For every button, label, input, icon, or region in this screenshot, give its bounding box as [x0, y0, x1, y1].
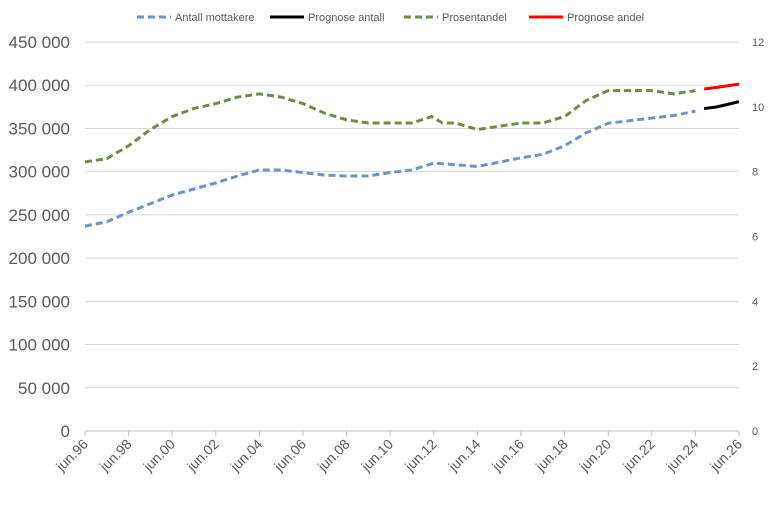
y-left-tick-label: 0 — [61, 422, 70, 441]
y-right-tick-label: 8 — [752, 167, 758, 179]
y-right-tick-label: 4 — [752, 296, 758, 308]
legend-label: Antall mottakere — [175, 12, 254, 24]
series-line-prognose-andel — [703, 82, 740, 91]
y-left-tick-label: 100 000 — [9, 336, 70, 355]
x-tick-label: jun.14 — [445, 436, 484, 475]
y-right-tick-label: 6 — [752, 232, 758, 244]
y-left-tick-label: 250 000 — [9, 206, 70, 225]
x-tick-label: jun.00 — [139, 436, 178, 475]
y-right-tick-label: 10 — [752, 102, 764, 114]
x-tick-label: jun.10 — [357, 436, 396, 475]
y-left-tick-label: 450 000 — [9, 33, 70, 52]
x-tick-label: jun.02 — [183, 436, 222, 475]
x-tick-label: jun.26 — [706, 436, 745, 475]
y-right-tick-label: 0 — [752, 426, 758, 438]
x-tick-label: jun.22 — [619, 436, 658, 475]
x-tick-label: jun.04 — [227, 436, 266, 475]
y-left-tick-label: 350 000 — [9, 119, 70, 138]
series-line-prognose-antall — [703, 100, 740, 111]
y-left-tick-label: 200 000 — [9, 249, 70, 268]
series-line-prosentandel — [84, 89, 696, 164]
y-left-tick-label: 300 000 — [9, 163, 70, 182]
x-tick-label: jun.16 — [488, 436, 527, 475]
x-tick-label: jun.18 — [532, 436, 571, 475]
x-tick-label: jun.96 — [52, 436, 91, 475]
y-left-tick-label: 50 000 — [18, 379, 70, 398]
x-tick-label: jun.20 — [575, 436, 614, 475]
x-tick-label: jun.06 — [270, 436, 309, 475]
x-tick-label: jun.98 — [96, 436, 135, 475]
y-right-tick-label: 12 — [752, 37, 764, 49]
legend-label: Prosentandel — [442, 12, 507, 24]
y-left-tick-label: 400 000 — [9, 76, 70, 95]
x-tick-label: jun.24 — [663, 436, 702, 475]
legend-label: Prognose antall — [308, 12, 384, 24]
legend-label: Prognose andel — [567, 12, 644, 24]
y-right-tick-label: 2 — [752, 361, 758, 373]
y-left-tick-label: 150 000 — [9, 292, 70, 311]
x-tick-label: jun.12 — [401, 436, 440, 475]
x-tick-label: jun.08 — [314, 436, 353, 475]
